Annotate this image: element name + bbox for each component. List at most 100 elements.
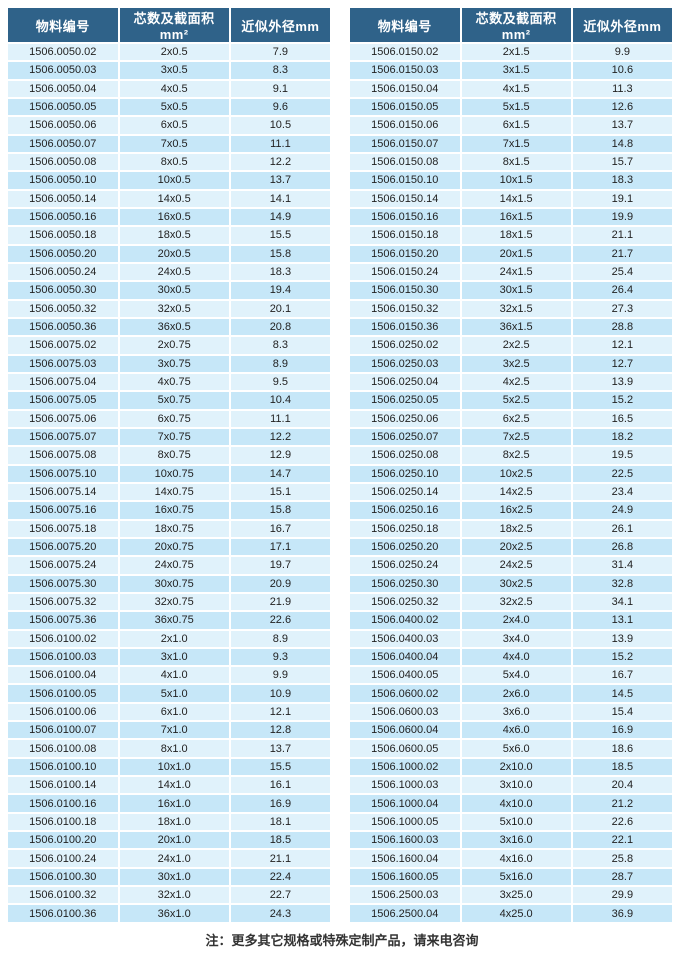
cell-part-number: 1506.0075.06 bbox=[8, 410, 118, 427]
cell-part-number: 1506.0050.32 bbox=[8, 300, 118, 317]
header-cores-cross-section: 芯数及截面积mm² bbox=[119, 8, 229, 42]
cell-cores-cross-section: 4x2.5 bbox=[461, 373, 571, 391]
cell-cores-cross-section: 10x1.0 bbox=[119, 758, 229, 776]
cell-outer-diameter: 25.4 bbox=[572, 263, 672, 281]
cell-part-number: 1506.0150.30 bbox=[350, 282, 460, 299]
cell-cores-cross-section: 2x4.0 bbox=[461, 612, 571, 629]
cell-part-number: 1506.0075.36 bbox=[8, 612, 118, 629]
cell-cores-cross-section: 30x2.5 bbox=[461, 575, 571, 592]
table-row: 1506.0050.36 36x0.5 20.8 bbox=[8, 318, 330, 336]
cell-cores-cross-section: 24x1.5 bbox=[461, 263, 571, 281]
cell-outer-diameter: 18.2 bbox=[572, 428, 672, 446]
cell-part-number: 1506.0250.08 bbox=[350, 447, 460, 464]
cell-part-number: 1506.1600.04 bbox=[350, 850, 460, 867]
cell-outer-diameter: 12.2 bbox=[230, 428, 330, 446]
cell-part-number: 1506.0050.18 bbox=[8, 227, 118, 244]
table-row: 1506.0100.08 8x1.0 13.7 bbox=[8, 740, 330, 757]
cell-cores-cross-section: 36x1.5 bbox=[461, 318, 571, 336]
cell-cores-cross-section: 3x0.75 bbox=[119, 355, 229, 372]
cell-outer-diameter: 15.2 bbox=[572, 648, 672, 666]
cell-cores-cross-section: 32x0.75 bbox=[119, 593, 229, 611]
cell-part-number: 1506.0250.16 bbox=[350, 502, 460, 519]
cell-part-number: 1506.0250.10 bbox=[350, 465, 460, 482]
table-row: 1506.0050.07 7x0.5 11.1 bbox=[8, 135, 330, 152]
cell-cores-cross-section: 7x0.5 bbox=[119, 135, 229, 152]
table-row: 1506.2500.03 3x25.0 29.9 bbox=[350, 887, 672, 904]
cell-outer-diameter: 26.4 bbox=[572, 282, 672, 299]
table-row: 1506.0075.24 24x0.75 19.7 bbox=[8, 557, 330, 574]
table-row: 1506.0050.06 6x0.5 10.5 bbox=[8, 117, 330, 134]
cell-part-number: 1506.0150.16 bbox=[350, 208, 460, 226]
cell-cores-cross-section: 4x1.0 bbox=[119, 667, 229, 684]
table-row: 1506.0150.02 2x1.5 9.9 bbox=[350, 44, 672, 61]
table-row: 1506.0150.14 14x1.5 19.1 bbox=[350, 190, 672, 207]
cell-part-number: 1506.0100.06 bbox=[8, 703, 118, 721]
table-row: 1506.0075.18 18x0.75 16.7 bbox=[8, 520, 330, 537]
cell-part-number: 1506.1000.05 bbox=[350, 813, 460, 831]
cell-part-number: 1506.0150.36 bbox=[350, 318, 460, 336]
cell-cores-cross-section: 3x1.5 bbox=[461, 62, 571, 79]
cell-part-number: 1506.0050.30 bbox=[8, 282, 118, 299]
cell-outer-diameter: 20.4 bbox=[572, 777, 672, 794]
cell-part-number: 1506.0075.24 bbox=[8, 557, 118, 574]
table-row: 1506.0150.07 7x1.5 14.8 bbox=[350, 135, 672, 152]
cell-cores-cross-section: 18x0.5 bbox=[119, 227, 229, 244]
cell-cores-cross-section: 6x1.5 bbox=[461, 117, 571, 134]
table-row: 1506.0075.04 4x0.75 9.5 bbox=[8, 373, 330, 391]
cell-outer-diameter: 11.3 bbox=[572, 80, 672, 97]
table-row: 1506.0050.24 24x0.5 18.3 bbox=[8, 263, 330, 281]
cell-part-number: 1506.2500.04 bbox=[350, 905, 460, 922]
cell-cores-cross-section: 6x2.5 bbox=[461, 410, 571, 427]
footnote: 注：更多其它规格或特殊定制产品，请来电咨询 bbox=[205, 933, 479, 948]
table-row: 1506.0075.14 14x0.75 15.1 bbox=[8, 483, 330, 501]
cell-part-number: 1506.0050.36 bbox=[8, 318, 118, 336]
table-row: 1506.0250.07 7x2.5 18.2 bbox=[350, 428, 672, 446]
cell-cores-cross-section: 20x2.5 bbox=[461, 538, 571, 556]
table-row: 1506.0150.32 32x1.5 27.3 bbox=[350, 300, 672, 317]
table-row: 1506.0150.24 24x1.5 25.4 bbox=[350, 263, 672, 281]
table-row: 1506.0050.05 5x0.5 9.6 bbox=[8, 98, 330, 116]
cell-part-number: 1506.0100.14 bbox=[8, 777, 118, 794]
cell-part-number: 1506.0250.07 bbox=[350, 428, 460, 446]
cell-outer-diameter: 14.1 bbox=[230, 190, 330, 207]
cell-cores-cross-section: 18x1.5 bbox=[461, 227, 571, 244]
cell-cores-cross-section: 30x0.75 bbox=[119, 575, 229, 592]
cell-part-number: 1506.0400.04 bbox=[350, 648, 460, 666]
cell-part-number: 1506.0100.08 bbox=[8, 740, 118, 757]
table-row: 1506.0100.04 4x1.0 9.9 bbox=[8, 667, 330, 684]
table-row: 1506.0150.06 6x1.5 13.7 bbox=[350, 117, 672, 134]
cell-cores-cross-section: 20x0.75 bbox=[119, 538, 229, 556]
table-row: 1506.0100.10 10x1.0 15.5 bbox=[8, 758, 330, 776]
cell-cores-cross-section: 16x1.5 bbox=[461, 208, 571, 226]
cell-cores-cross-section: 16x0.5 bbox=[119, 208, 229, 226]
cell-cores-cross-section: 8x1.0 bbox=[119, 740, 229, 757]
cell-part-number: 1506.0600.05 bbox=[350, 740, 460, 757]
table-row: 1506.0075.30 30x0.75 20.9 bbox=[8, 575, 330, 592]
spec-table-right: 物料编号 芯数及截面积mm² 近似外径mm 1506.0150.02 2x1.5 9… bbox=[348, 6, 674, 924]
cell-cores-cross-section: 2x1.0 bbox=[119, 630, 229, 647]
cell-part-number: 1506.1000.02 bbox=[350, 758, 460, 776]
table-row: 1506.0250.30 30x2.5 32.8 bbox=[350, 575, 672, 592]
table-row: 1506.0150.08 8x1.5 15.7 bbox=[350, 153, 672, 171]
cell-cores-cross-section: 2x2.5 bbox=[461, 337, 571, 354]
cell-cores-cross-section: 4x1.5 bbox=[461, 80, 571, 97]
table-row: 1506.0150.04 4x1.5 11.3 bbox=[350, 80, 672, 97]
cell-outer-diameter: 7.9 bbox=[230, 44, 330, 61]
cell-outer-diameter: 21.9 bbox=[230, 593, 330, 611]
cell-part-number: 1506.2500.03 bbox=[350, 887, 460, 904]
cell-outer-diameter: 24.9 bbox=[572, 502, 672, 519]
cell-outer-diameter: 15.5 bbox=[230, 758, 330, 776]
cell-cores-cross-section: 14x1.5 bbox=[461, 190, 571, 207]
cell-outer-diameter: 19.9 bbox=[572, 208, 672, 226]
cell-part-number: 1506.0100.20 bbox=[8, 832, 118, 849]
cell-part-number: 1506.1600.05 bbox=[350, 868, 460, 886]
table-row: 1506.0075.05 5x0.75 10.4 bbox=[8, 392, 330, 409]
cell-cores-cross-section: 3x16.0 bbox=[461, 832, 571, 849]
cell-outer-diameter: 10.9 bbox=[230, 685, 330, 702]
cell-part-number: 1506.0050.02 bbox=[8, 44, 118, 61]
table-row: 1506.1600.03 3x16.0 22.1 bbox=[350, 832, 672, 849]
table-row: 1506.0050.14 14x0.5 14.1 bbox=[8, 190, 330, 207]
cell-part-number: 1506.0100.10 bbox=[8, 758, 118, 776]
cell-part-number: 1506.0250.03 bbox=[350, 355, 460, 372]
table-row: 1506.0075.08 8x0.75 12.9 bbox=[8, 447, 330, 464]
